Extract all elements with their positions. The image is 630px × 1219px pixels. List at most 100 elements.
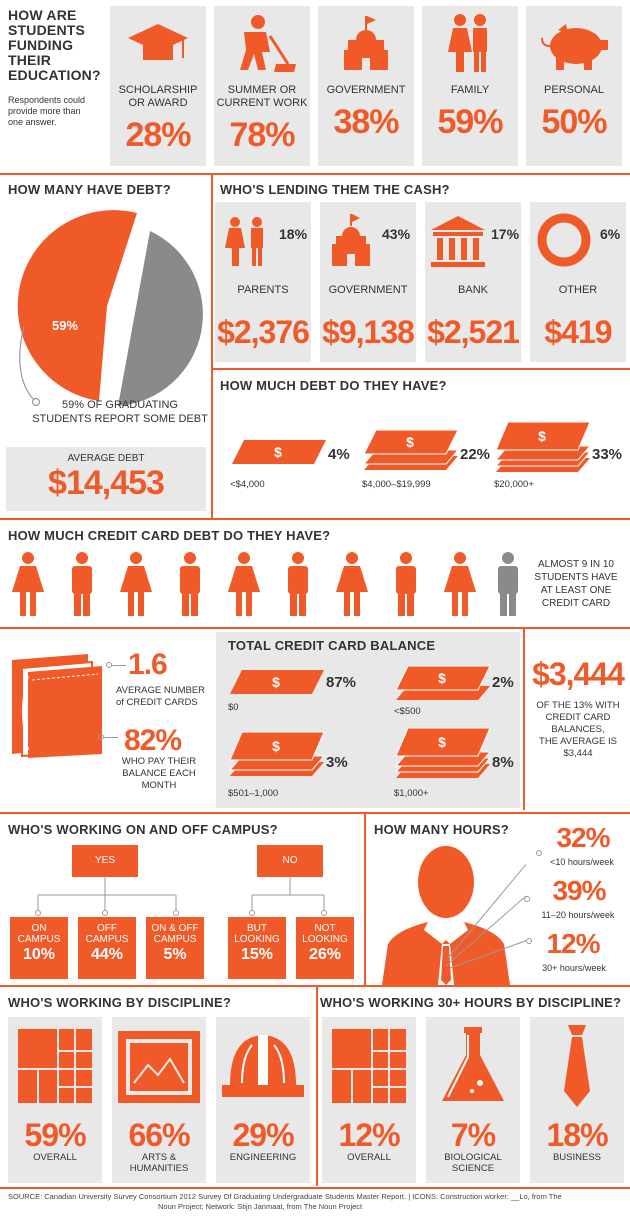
campus-box-line: BUT — [247, 923, 267, 934]
cc-note-line: STUDENTS HAVE — [534, 572, 618, 583]
landscape-picture-icon — [118, 1031, 200, 1103]
lending-label: OTHER — [558, 284, 598, 296]
campus-box-pct: 10% — [22, 946, 56, 963]
debt-pie-slice-yes — [17, 210, 137, 401]
campus-box-line: CAMPUS — [153, 934, 197, 945]
connector-dot — [526, 938, 532, 944]
source-note: SOURCE: Canadian University Survey Conso… — [8, 1192, 624, 1212]
funding-label: SUMMER or — [227, 84, 297, 96]
male-person-icon — [180, 552, 200, 616]
lending-label: BANK — [458, 284, 488, 296]
cc-balance-pct: 8% — [492, 754, 514, 771]
connector-dot — [98, 734, 104, 740]
debt-title: HOW MANY HAVE DEBT? — [8, 182, 171, 197]
funding-note-line: Respondents could — [8, 95, 86, 105]
hours-label: <10 hours/week — [550, 857, 614, 867]
lending-tile-government: 43% GOVERNMENT $9,138 — [320, 202, 416, 362]
source-line: SOURCE: Canadian University Survey Conso… — [8, 1192, 562, 1201]
lending-pct: 6% — [600, 226, 621, 242]
funding-tile-personal: PERSONAL 50% — [526, 6, 622, 166]
funding-tile-work: SUMMER or CURRENT WORK 78% — [214, 6, 310, 166]
avg-cards-label-line: of CREDIT CARDS — [116, 697, 198, 708]
lending-amount: $2,376 — [217, 314, 310, 350]
cc-note-line: ALMOST 9 IN 10 — [538, 559, 614, 570]
government-building-icon — [332, 214, 370, 266]
discipline30-tile-biology: 7% BIOLOGICAL SCIENCE — [426, 1017, 520, 1183]
hours-pct: 32% — [556, 822, 610, 853]
female-person-icon — [444, 552, 476, 616]
funding-label: or AWARD — [128, 97, 188, 109]
campus-box-line: OFF — [97, 923, 117, 934]
debt-amount-range: $20,000+ — [494, 479, 534, 490]
connector-dot — [524, 896, 530, 902]
funding-note-line: one answer. — [8, 117, 57, 127]
cc-balance-panel: TOTAL CREDIT CARD BALANCE $ 87% $0 $ 2% … — [216, 632, 520, 808]
money-stack-icon: $ — [230, 670, 324, 694]
svg-text:$: $ — [538, 428, 546, 444]
campus-box: ON & OFF CAMPUS 5% — [146, 917, 204, 979]
funding-note-line: provide more than — [8, 106, 81, 116]
male-person-icon — [72, 552, 92, 616]
male-person-icon — [288, 552, 308, 616]
svg-text:$: $ — [406, 434, 414, 450]
campus-box: BUT LOOKING 15% — [228, 917, 286, 979]
hours-title: HOW MANY HOURS? — [374, 822, 509, 837]
money-stack-icon: $ — [362, 429, 458, 470]
discipline30-label: SCIENCE — [451, 1163, 495, 1174]
yes-box: YES — [72, 845, 138, 877]
avg-balance-line: CREDIT CARD — [545, 712, 611, 723]
avg-balance-label: OF THE 13% WITH CREDIT CARD BALANCES, TH… — [530, 700, 626, 760]
discipline-title: WHO'S WORKING BY DISCIPLINE? — [8, 995, 231, 1010]
average-debt-label: AVERAGE DEBT — [67, 453, 145, 464]
cc-balance-range: $0 — [228, 702, 239, 713]
funding-title-line: FUNDING — [8, 37, 74, 53]
cc-note-line: AT LEAST ONE — [540, 585, 612, 596]
lending-tile-other: 6% OTHER $419 — [530, 202, 626, 362]
grid-icon — [332, 1029, 406, 1103]
discipline-label: ARTS & — [141, 1152, 177, 1163]
bank-icon — [431, 216, 485, 267]
cc-people-row — [10, 552, 520, 618]
discipline-label: OVERALL — [33, 1152, 77, 1163]
debt-caption-line: 59% OF GRADUATING — [62, 399, 178, 411]
lending-pct: 18% — [279, 226, 308, 242]
businessman-icon — [382, 846, 526, 985]
debt-amount-pct: 22% — [460, 446, 491, 463]
male-person-icon — [396, 552, 416, 616]
connector-line — [104, 737, 118, 738]
lending-amount: $419 — [544, 314, 612, 350]
grid-icon — [18, 1029, 92, 1103]
pay-pct-value: 82% — [124, 724, 182, 757]
discipline30-tile-overall: 12% OVERALL — [322, 1017, 416, 1183]
debt-caption-line: STUDENTS REPORT SOME DEBT — [32, 413, 208, 425]
cc-balance-pct: 87% — [326, 674, 357, 691]
debt-pie-slice-no — [118, 231, 203, 406]
lending-amount: $2,521 — [427, 314, 520, 350]
debt-amount-range: $4,000–$19,999 — [362, 479, 431, 490]
connector-dot — [106, 662, 112, 668]
funding-label: FAMILY — [450, 84, 490, 96]
no-box: NO — [257, 845, 323, 877]
discipline-pct: 59% — [24, 1117, 86, 1153]
necktie-icon — [564, 1025, 590, 1107]
funding-note: Respondents could provide more than one … — [8, 95, 108, 128]
funding-pct: 78% — [229, 116, 295, 154]
cc-title: HOW MUCH CREDIT CARD DEBT DO THEY HAVE? — [8, 528, 331, 543]
discipline-label: ENGINEERING — [229, 1152, 297, 1163]
campus-box: ON CAMPUS 10% — [10, 917, 68, 979]
svg-text:$: $ — [438, 670, 446, 686]
debt-amount-range: <$4,000 — [230, 479, 265, 490]
avg-balance-line: $3,444 — [563, 748, 593, 759]
female-person-icon — [12, 552, 44, 616]
funding-title-line: EDUCATION? — [8, 67, 101, 83]
campus-box-pct: 44% — [90, 946, 124, 963]
divider — [211, 174, 213, 518]
funding-pct: 59% — [437, 103, 503, 141]
funding-title: HOW ARE STUDENTS FUNDING THEIR EDUCATION… — [8, 8, 108, 128]
money-stack-icon: $ — [232, 440, 326, 464]
divider — [0, 985, 630, 987]
avg-balance-line: THE AVERAGE IS — [539, 736, 617, 747]
hours-pct: 39% — [552, 875, 606, 906]
hours-label: 11–20 hours/week — [541, 910, 615, 920]
svg-text:$: $ — [272, 674, 280, 690]
